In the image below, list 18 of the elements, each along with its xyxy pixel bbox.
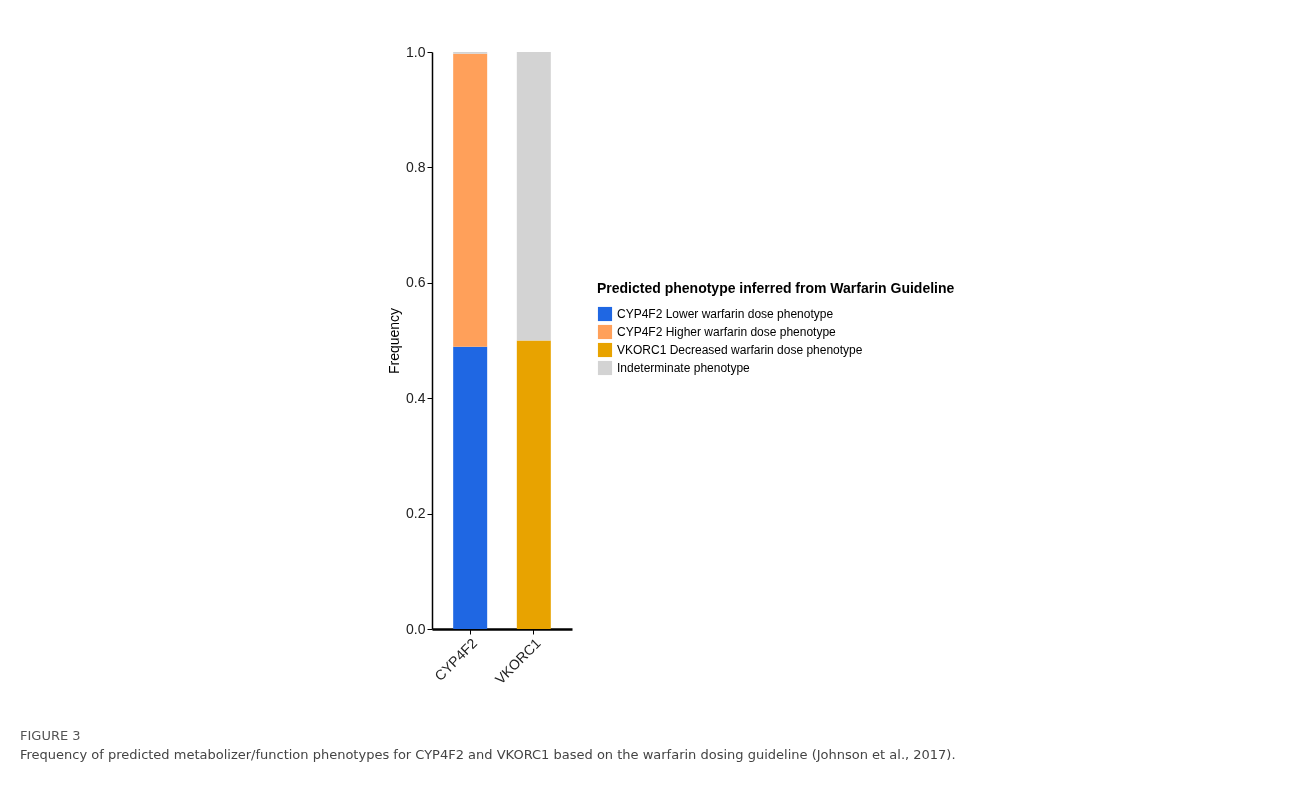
bar <box>516 52 551 341</box>
y-axis-title: Frequency <box>386 307 403 375</box>
y-tick-label: 1.0 <box>406 43 426 60</box>
legend-label: Indeterminate phenotype <box>617 361 751 375</box>
y-tick-label: 0.4 <box>406 389 426 406</box>
y-tick-label: 0.8 <box>406 158 426 175</box>
bar <box>516 340 551 629</box>
legend-title: Predicted phenotype inferred from Warfarin Guideline <box>597 280 955 296</box>
y-tick-label: 0.6 <box>406 274 426 291</box>
legend-label: CYP4F2 Higher warfarin dose phenotype <box>617 325 837 339</box>
caption: FIGURE 3 <box>20 728 82 743</box>
bar <box>453 346 488 629</box>
bar <box>453 53 488 347</box>
text: Frequency of predicted metabolizer/function phenotypes for CYP4F2 and VKORC1 based on the warfarin dosing guideline (Johnson et al., 2017). <box>20 747 956 762</box>
y-tick-label: 0.2 <box>406 505 426 522</box>
legend-label: CYP4F2 Lower warfarin dose phenotype <box>617 307 834 321</box>
legend-label: VKORC1 Decreased warfarin dose phenotype <box>617 343 863 357</box>
y-tick-label: 0.0 <box>406 620 426 637</box>
